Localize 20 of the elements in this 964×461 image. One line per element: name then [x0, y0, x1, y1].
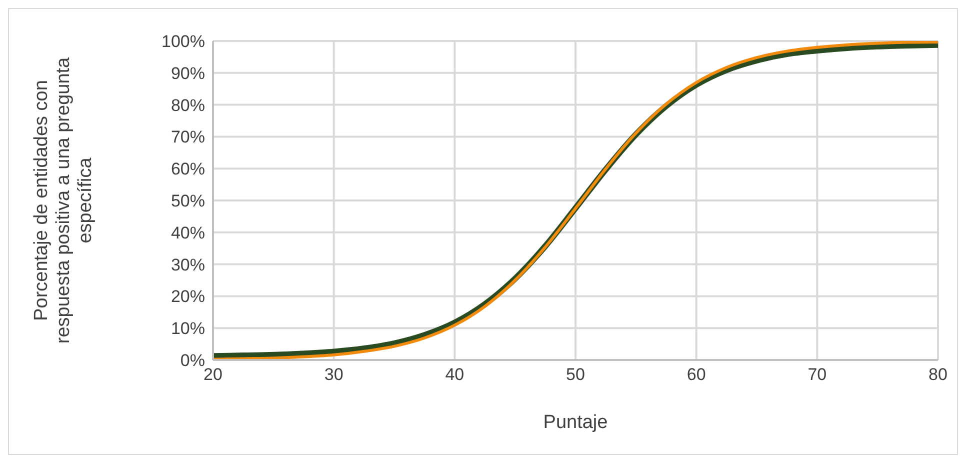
y-tick-label: 30%	[170, 255, 205, 274]
y-tick-label: 40%	[170, 223, 205, 242]
y-tick-label: 100%	[162, 32, 205, 52]
x-tick-label: 70	[808, 365, 827, 384]
y-tick-label: 90%	[170, 64, 205, 83]
y-tick-label: 50%	[170, 192, 205, 211]
y-tick-label: 20%	[170, 287, 205, 306]
y-tick-label: 60%	[170, 160, 205, 179]
x-axis-title: Puntaje	[543, 412, 608, 433]
y-tick-label: 10%	[170, 319, 205, 338]
y-tick-label: 0%	[180, 351, 205, 370]
y-tick-label: 80%	[170, 96, 205, 115]
y-axis-title: Porcentaje de entidades con respuesta positiva a una pregunta específica	[31, 56, 96, 344]
x-tick-label: 40	[445, 365, 464, 384]
x-tick-label: 50	[566, 365, 585, 384]
x-tick-label: 60	[686, 365, 706, 384]
x-tick-label: 30	[324, 365, 344, 384]
x-tick-label: 80	[928, 365, 948, 384]
y-tick-label: 70%	[170, 128, 205, 147]
x-tick-label: 20	[204, 365, 222, 384]
